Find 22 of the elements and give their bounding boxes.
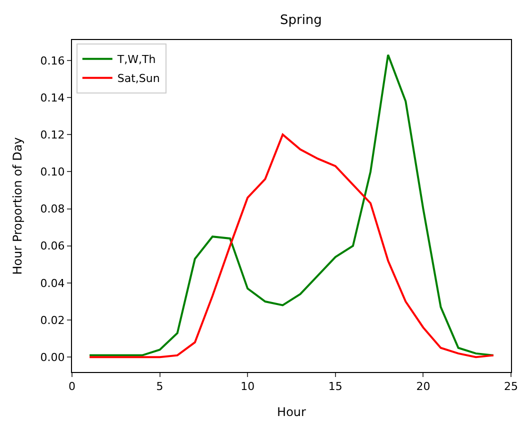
y-tick-label: 0.06 <box>40 240 65 253</box>
x-tick-label: 15 <box>328 380 342 394</box>
x-axis-title: Hour <box>277 405 306 420</box>
y-tick-label: 0.10 <box>40 166 65 179</box>
y-tick-label: 0.04 <box>40 276 65 290</box>
legend-label: Sat,Sun <box>117 72 160 86</box>
y-tick-label: 0.02 <box>40 314 65 327</box>
y-tick-label: 0.12 <box>40 128 65 142</box>
y-tick-label: 0.16 <box>40 54 65 68</box>
y-axis-title: Hour Proportion of Day <box>10 137 25 275</box>
y-tick-label: 0.00 <box>40 351 65 364</box>
line-series <box>88 134 494 358</box>
x-tick-label: 10 <box>240 380 255 394</box>
x-tick-label: 0 <box>68 380 76 394</box>
legend-label: T,W,Th <box>116 53 156 66</box>
x-tick-label: 25 <box>504 380 518 394</box>
y-tick-label: 0.14 <box>40 91 65 104</box>
line-series <box>88 54 494 356</box>
chart-title: Spring <box>280 13 322 28</box>
y-tick-label: 0.08 <box>40 202 65 216</box>
x-tick-label: 5 <box>156 380 164 394</box>
x-tick-label: 20 <box>416 380 430 394</box>
